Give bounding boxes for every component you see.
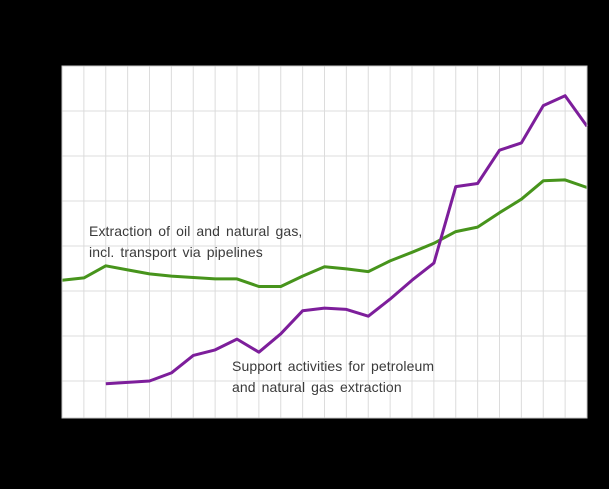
annotation-extraction-line2: incl. transport via pipelines: [89, 244, 263, 260]
plot-border: [61, 65, 588, 419]
series-line-extraction: [61, 178, 588, 288]
series-line-support: [105, 94, 589, 386]
annotation-support-series: Support activities for petroleum and nat…: [232, 356, 434, 398]
annotation-support-line1: Support activities for petroleum: [232, 358, 435, 374]
annotation-extraction-line1: Extraction of oil and natural gas,: [89, 223, 303, 239]
annotation-extraction-series: Extraction of oil and natural gas, incl.…: [89, 221, 302, 263]
annotation-support-line2: and natural gas extraction: [232, 379, 402, 395]
